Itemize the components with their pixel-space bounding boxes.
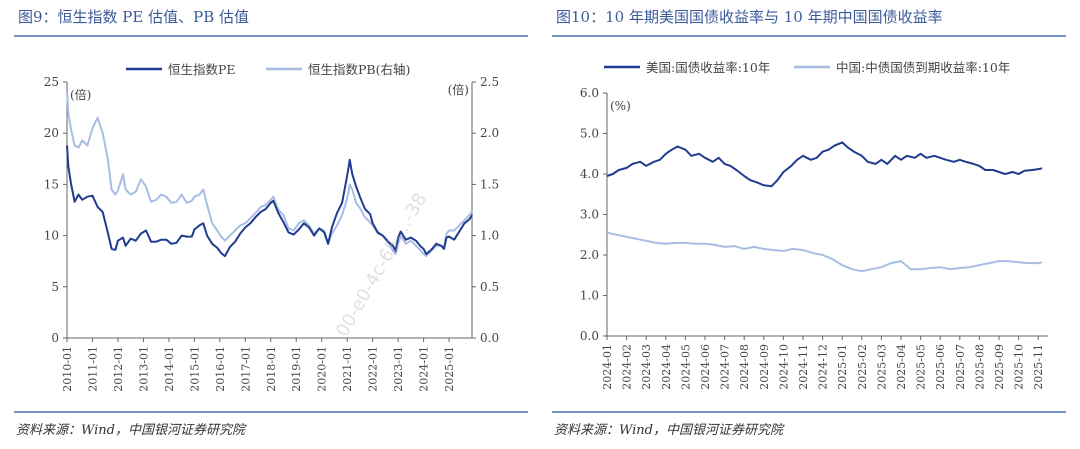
x-tick-label: 2011-01 <box>86 346 99 392</box>
x-tick-label: 2024-11 <box>797 344 810 390</box>
x-tick-label: 2022-01 <box>367 346 380 392</box>
x-tick-label: 2025-10 <box>1013 344 1026 390</box>
y-tick-label: 25 <box>44 75 59 89</box>
series-line-primary <box>606 141 1043 188</box>
x-tick-label: 2025-09 <box>993 344 1006 390</box>
y-unit-label: (%) <box>610 99 631 113</box>
title-divider <box>14 35 528 37</box>
y-tick-label: 5 <box>51 280 59 294</box>
x-tick-label: 2025-03 <box>875 344 888 390</box>
y-tick-label: 5.0 <box>580 127 599 141</box>
y-tick-label: 1.0 <box>580 289 599 303</box>
y2-tick-label: 0.0 <box>480 331 499 345</box>
chart-hsi-pe-pb: 0 5 10 15 20 25 0.0 0.5 1.0 1.5 2.0 2.5 (倍) (倍) 2010-0… <box>44 62 499 392</box>
x-tick-label: 2016-01 <box>214 346 227 392</box>
legend-label: 恒生指数PB(右轴) <box>308 62 410 77</box>
y-tick-label: 0.0 <box>580 329 599 343</box>
x-tick-label: 2024-04 <box>660 344 673 390</box>
x-tick-label: 2024-01 <box>418 346 431 392</box>
legend-label: 美国:国债收益率:10年 <box>646 60 770 75</box>
x-tick-label: 2024-07 <box>719 344 732 390</box>
x-tick-label: 2023-01 <box>392 346 405 392</box>
x-tick-label: 2025-06 <box>934 344 947 390</box>
x-tick-label: 2019-01 <box>290 346 303 392</box>
x-tick-label: 2020-01 <box>316 346 329 392</box>
y-tick-label: 4.0 <box>580 167 599 181</box>
x-tick-label: 2012-01 <box>112 346 125 392</box>
x-tick-label: 2024-03 <box>640 344 653 390</box>
title-divider <box>552 35 1066 37</box>
x-tick-label: 2025-01 <box>443 346 456 392</box>
y-tick-label: 10 <box>44 229 59 243</box>
chart-title: 图9：恒生指数 PE 估值、PB 估值 <box>18 8 250 26</box>
x-tick-label: 2021-01 <box>341 346 354 392</box>
x-tick-label: 2025-05 <box>915 344 928 390</box>
y-tick-label: 3.0 <box>580 208 599 222</box>
y2-tick-label: 0.5 <box>480 280 499 294</box>
x-tick-label: 2025-01 <box>836 344 849 390</box>
x-tick-label: 2025-02 <box>856 344 869 390</box>
x-tick-label: 2024-09 <box>758 344 771 390</box>
y-unit-label: (倍) <box>70 87 91 102</box>
y-tick-label: 20 <box>44 126 59 140</box>
x-tick-label: 2024-05 <box>679 344 692 390</box>
x-tick-label: 2018-01 <box>265 346 278 392</box>
x-tick-label: 2024-06 <box>699 344 712 390</box>
y2-tick-label: 1.5 <box>480 177 499 191</box>
series-line-primary <box>66 145 473 258</box>
source-divider <box>552 411 1066 413</box>
x-tick-label: 2024-08 <box>738 344 751 390</box>
source-divider <box>14 411 528 413</box>
x-tick-label: 2025-07 <box>954 344 967 390</box>
legend-label: 中国:中债国债到期收益率:10年 <box>836 60 1010 75</box>
y2-unit-label: (倍) <box>448 82 469 97</box>
x-tick-label: 2010-01 <box>61 346 74 392</box>
x-tick-label: 2014-01 <box>163 346 176 392</box>
y-tick-label: 15 <box>44 177 59 191</box>
y-tick-label: 6.0 <box>580 86 599 100</box>
y2-tick-label: 1.0 <box>480 229 499 243</box>
x-tick-label: 2024-10 <box>777 344 790 390</box>
y2-tick-label: 2.5 <box>480 75 499 89</box>
y2-tick-label: 2.0 <box>480 126 499 140</box>
x-tick-label: 2024-12 <box>817 344 830 390</box>
source-note: 资料来源：Wind，中国银河证券研究院 <box>16 423 245 438</box>
source-note: 资料来源：Wind，中国银河证券研究院 <box>554 423 783 438</box>
x-tick-label: 2024-02 <box>621 344 634 390</box>
x-tick-label: 2013-01 <box>137 346 150 392</box>
x-tick-label: 2025-11 <box>1032 344 1045 390</box>
chart-us-cn-10y-yield: 0.0 1.0 2.0 3.0 4.0 5.0 6.0 (%) 2024-01 2024-02 20… <box>580 60 1048 390</box>
x-tick-label: 2017-01 <box>239 346 252 392</box>
series-line-secondary <box>606 231 1043 273</box>
x-tick-label: 2024-01 <box>601 344 614 390</box>
chart-title: 图10：10 年期美国国债收益率与 10 年期中国国债收益率 <box>556 8 943 26</box>
x-tick-label: 2025-08 <box>973 344 986 390</box>
series-line-secondary <box>66 92 473 258</box>
legend-label: 恒生指数PE <box>168 62 236 77</box>
x-tick-label: 2025-04 <box>895 344 908 390</box>
y-tick-label: 0 <box>51 331 59 345</box>
x-tick-label: 2015-01 <box>188 346 201 392</box>
y-tick-label: 2.0 <box>580 248 599 262</box>
